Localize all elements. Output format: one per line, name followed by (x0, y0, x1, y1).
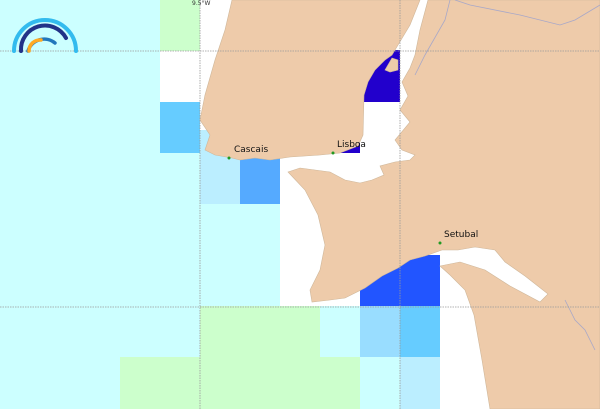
river-island (384, 57, 399, 73)
cell (200, 204, 280, 306)
cell (360, 306, 400, 357)
river-line (414, 0, 451, 76)
grid-cells (0, 0, 440, 409)
cell (320, 306, 360, 357)
land-north (199, 0, 421, 161)
land-east-south (287, 0, 600, 409)
cell (160, 0, 200, 51)
longitude-label: 9.5°W (192, 0, 211, 7)
river-line (454, 0, 600, 26)
cell (160, 153, 200, 306)
rainbow-arcs-logo (12, 18, 78, 53)
cell (0, 0, 160, 409)
cell (360, 357, 400, 409)
city-label-cascais: Cascais (234, 145, 269, 155)
city-label-lisboa: Lisboa (337, 140, 366, 150)
city-dot-cascais (227, 156, 231, 160)
land (199, 0, 600, 409)
cell (200, 357, 360, 409)
river-line (564, 299, 596, 351)
cell (160, 102, 200, 153)
cell (200, 306, 320, 357)
city-dot-setubal (438, 241, 442, 245)
city-label-setubal: Setubal (444, 230, 479, 240)
city-dots (227, 151, 442, 245)
cell (120, 357, 200, 409)
city-dot-lisboa (331, 151, 335, 155)
cell (400, 306, 440, 357)
cell (400, 357, 440, 409)
